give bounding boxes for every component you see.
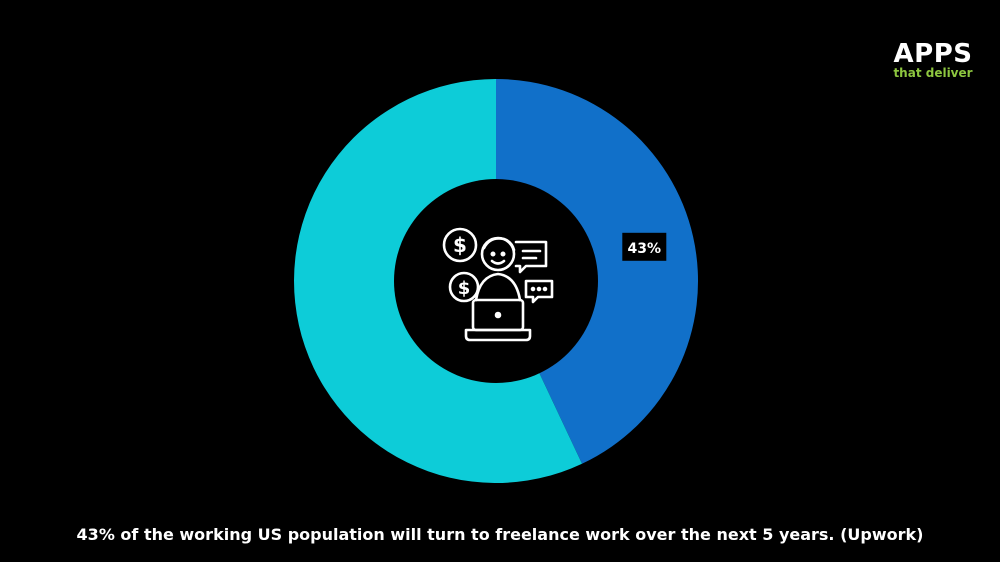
svg-text:$: $ — [458, 278, 471, 299]
slice-data-label: 43% — [622, 232, 667, 261]
chart-caption: 43% of the working US population will tu… — [76, 525, 924, 544]
svg-text:$: $ — [453, 233, 467, 257]
logo-main-text: APPS — [893, 39, 973, 69]
brand-logo: APPS that deliver — [888, 40, 978, 80]
svg-text:43%: 43% — [628, 241, 662, 257]
freelancer-icon: $ $ — [442, 227, 554, 342]
donut-hole — [394, 179, 598, 383]
logo-tagline: that deliver — [893, 66, 973, 80]
